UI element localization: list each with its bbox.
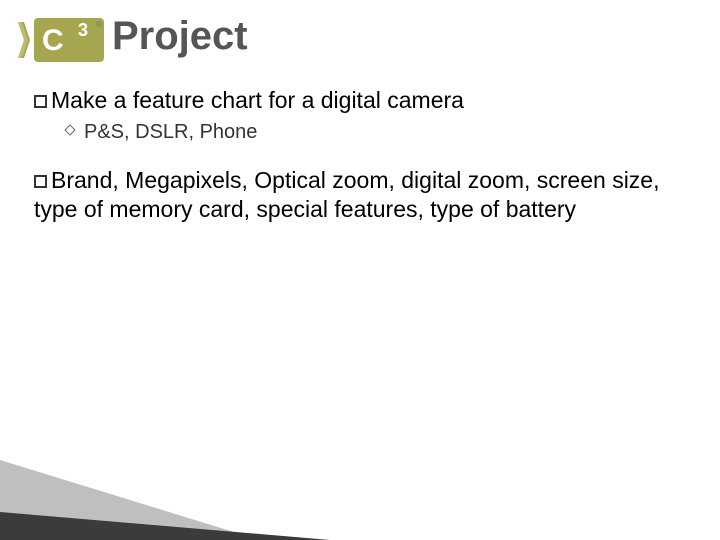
- corner-shadow: [0, 460, 260, 540]
- sub-bullet-1: P&S, DSLR, Phone: [66, 121, 674, 144]
- logo-letter: C: [42, 24, 63, 58]
- diamond-icon: [64, 125, 75, 136]
- logo-superscript: 3: [78, 20, 88, 41]
- ic3-logo: C 3 ®: [18, 18, 104, 62]
- sub-bullet-1-text: P&S, DSLR, Phone: [84, 121, 257, 143]
- checkbox-icon: [34, 175, 47, 188]
- bullet-1-text: a feature chart for a digital camera: [107, 87, 464, 113]
- slide: C 3 ® Project Make a feature chart for a…: [0, 0, 720, 540]
- bullet-1: Make a feature chart for a digital camer…: [34, 86, 674, 115]
- logo-registered: ®: [96, 20, 102, 29]
- bullet-1-prefix: Make: [51, 87, 107, 113]
- body-content: Make a feature chart for a digital camer…: [34, 86, 674, 229]
- corner-accent: [0, 430, 340, 540]
- page-title: Project: [112, 14, 248, 59]
- bullet-2: Brand, Megapixels, Optical zoom, digital…: [34, 166, 674, 224]
- checkbox-icon: [34, 95, 47, 108]
- bullet-2-prefix: Brand,: [51, 167, 119, 193]
- bullet-2-text: Megapixels, Optical zoom, digital zoom, …: [34, 167, 660, 222]
- corner-bar: [0, 512, 330, 540]
